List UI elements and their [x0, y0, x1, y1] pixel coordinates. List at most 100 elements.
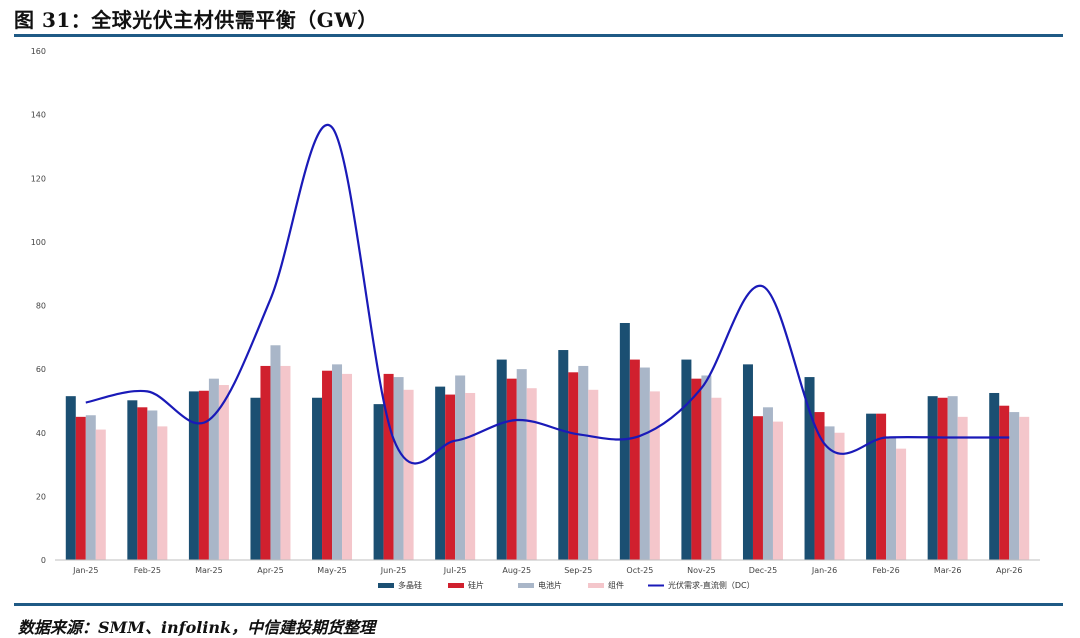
- bar-电池片: [208, 378, 219, 560]
- bar-硅片: [198, 390, 209, 560]
- bar-电池片: [393, 377, 404, 560]
- bar-多晶硅: [619, 322, 630, 560]
- bar-电池片: [639, 367, 650, 560]
- bar-硅片: [752, 416, 763, 560]
- bar-多晶硅: [927, 396, 938, 560]
- legend-swatch: [448, 583, 464, 588]
- x-axis: Jan-25 Feb-25 Mar-25 Apr-25 May-25 Jun-25 Jul-…: [55, 559, 1040, 575]
- x-tick-label: Feb-25: [134, 566, 161, 575]
- bar-多晶硅: [250, 397, 261, 560]
- x-tick-label: Dec-25: [749, 566, 778, 575]
- bar-多晶硅: [742, 364, 753, 560]
- bar-电池片: [147, 410, 158, 560]
- bar-硅片: [814, 412, 825, 560]
- bar-硅片: [445, 394, 456, 560]
- legend-label: 多晶硅: [398, 580, 422, 590]
- x-tick-label: Apr-26: [996, 566, 1022, 575]
- x-tick-label: Mar-25: [195, 566, 223, 575]
- bar-硅片: [691, 378, 702, 560]
- bar-组件: [1019, 416, 1030, 560]
- y-tick-label: 40: [36, 429, 46, 438]
- y-tick-label: 0: [41, 556, 46, 565]
- y-tick-label: 60: [36, 365, 46, 374]
- bar-多晶硅: [127, 400, 138, 560]
- y-tick-label: 20: [36, 492, 46, 501]
- y-tick-label: 160: [31, 47, 46, 56]
- bar-组件: [465, 392, 476, 560]
- chart: 0 20 40 60 80 100 120 140 160 Jan-25 Feb-25 Mar-25…: [31, 47, 1040, 590]
- bar-组件: [218, 385, 229, 560]
- bar-硅片: [876, 413, 887, 560]
- y-tick-label: 120: [31, 174, 46, 183]
- x-tick-label: Mar-26: [934, 566, 962, 575]
- bars: [65, 322, 1030, 560]
- bottom-rule: [14, 603, 1063, 606]
- bar-硅片: [937, 397, 948, 560]
- bar-多晶硅: [373, 404, 384, 560]
- bar-多晶硅: [496, 359, 507, 560]
- bar-电池片: [762, 407, 773, 560]
- bar-多晶硅: [312, 397, 323, 560]
- bar-组件: [157, 426, 168, 560]
- bar-多晶硅: [804, 377, 815, 560]
- bar-多晶硅: [866, 413, 877, 560]
- bar-多晶硅: [435, 386, 446, 560]
- legend-label: 光伏需求-直流侧（DC）: [668, 580, 755, 590]
- bar-硅片: [629, 359, 640, 560]
- legend-swatch: [378, 583, 394, 588]
- legend-label: 电池片: [538, 580, 562, 590]
- bar-电池片: [270, 345, 281, 560]
- bar-组件: [711, 397, 722, 560]
- bar-组件: [772, 421, 783, 560]
- bar-组件: [95, 429, 106, 560]
- x-tick-label: Oct-25: [626, 566, 653, 575]
- bar-硅片: [568, 372, 579, 560]
- bar-电池片: [886, 437, 897, 560]
- bar-电池片: [455, 375, 466, 560]
- x-tick-label: Jul-25: [443, 566, 467, 575]
- bar-硅片: [137, 407, 148, 560]
- bar-电池片: [578, 365, 589, 560]
- top-rule: [14, 34, 1063, 37]
- bar-组件: [403, 389, 414, 560]
- bar-电池片: [332, 364, 343, 560]
- legend: 多晶硅 硅片 电池片 组件 光伏需求-直流侧（DC）: [378, 580, 755, 590]
- bar-组件: [588, 389, 599, 560]
- bar-电池片: [516, 369, 527, 560]
- bar-多晶硅: [65, 396, 76, 560]
- bar-硅片: [322, 370, 333, 560]
- bar-硅片: [999, 405, 1010, 560]
- bar-组件: [896, 448, 907, 560]
- x-tick-label: May-25: [317, 566, 346, 575]
- y-axis: 0 20 40 60 80 100 120 140 160: [31, 47, 46, 565]
- x-tick-label: Jan-25: [72, 566, 98, 575]
- bar-组件: [957, 416, 968, 560]
- x-tick-label: Nov-25: [687, 566, 715, 575]
- bar-硅片: [383, 373, 394, 560]
- line-光伏需求-直流侧（DC）: [85, 123, 1010, 465]
- bar-硅片: [506, 378, 517, 560]
- bar-组件: [342, 373, 353, 560]
- bar-电池片: [824, 426, 835, 560]
- bar-多晶硅: [188, 391, 199, 560]
- x-tick-label: Jan-26: [811, 566, 837, 575]
- source-note: 数据来源：SMM、infolink，中信建投期货整理: [18, 618, 376, 637]
- bar-电池片: [947, 396, 958, 560]
- bar-组件: [280, 365, 291, 560]
- bar-硅片: [260, 365, 271, 560]
- legend-label: 组件: [608, 580, 624, 590]
- legend-swatch: [588, 583, 604, 588]
- x-tick-label: Sep-25: [564, 566, 592, 575]
- x-tick-label: Jun-25: [380, 566, 407, 575]
- bar-多晶硅: [558, 350, 569, 560]
- x-tick-label: Apr-25: [257, 566, 283, 575]
- y-tick-label: 140: [31, 111, 46, 120]
- bar-组件: [834, 432, 845, 560]
- x-tick-label: Aug-25: [502, 566, 531, 575]
- bar-电池片: [701, 375, 712, 560]
- bar-多晶硅: [681, 359, 692, 560]
- legend-label: 硅片: [468, 580, 484, 590]
- y-tick-label: 80: [36, 302, 46, 311]
- bar-多晶硅: [989, 392, 1000, 560]
- y-tick-label: 100: [31, 238, 46, 247]
